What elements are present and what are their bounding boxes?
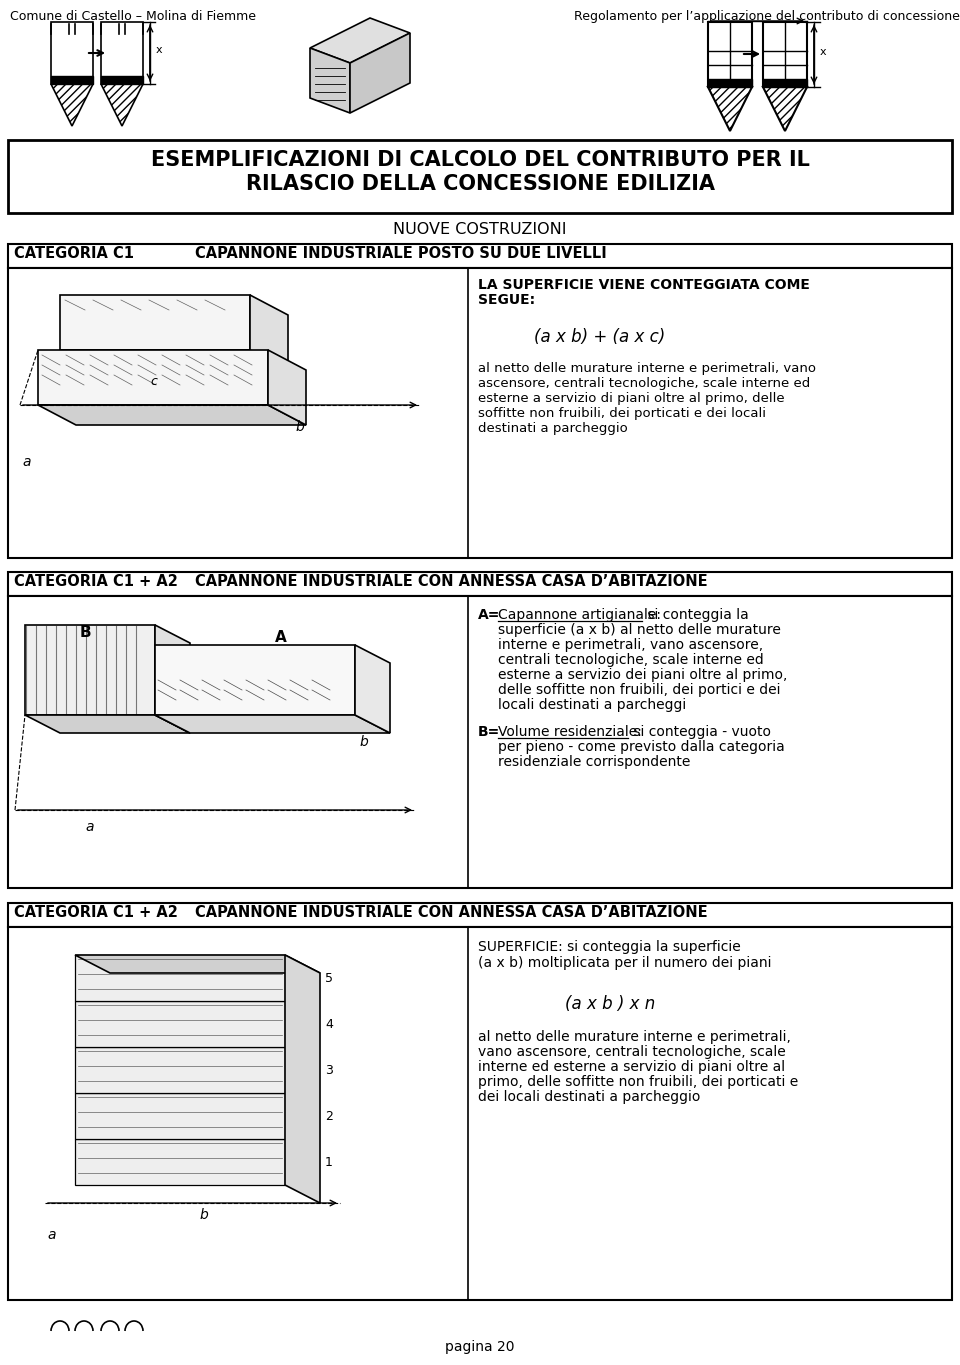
Text: 4: 4	[325, 1018, 333, 1031]
Text: B=: B=	[478, 725, 500, 738]
Text: superficie (a x b) al netto delle murature: superficie (a x b) al netto delle muratu…	[498, 622, 780, 637]
Text: destinati a parcheggio: destinati a parcheggio	[478, 422, 628, 435]
Text: (a x b) + (a x c): (a x b) + (a x c)	[535, 328, 665, 345]
Text: a: a	[85, 820, 93, 834]
Polygon shape	[155, 625, 190, 733]
Polygon shape	[8, 904, 952, 927]
Text: CATEGORIA C1 + A2: CATEGORIA C1 + A2	[14, 905, 178, 920]
Text: al netto delle murature interne e perimetrali,: al netto delle murature interne e perime…	[478, 1031, 791, 1044]
Polygon shape	[60, 295, 250, 349]
Polygon shape	[310, 18, 410, 63]
Polygon shape	[8, 141, 952, 213]
Text: esterne a servizio di piani oltre al primo, delle: esterne a servizio di piani oltre al pri…	[478, 392, 784, 405]
Polygon shape	[75, 955, 320, 973]
Text: SUPERFICIE: si conteggia la superficie: SUPERFICIE: si conteggia la superficie	[478, 940, 741, 954]
Text: esterne a servizio dei piani oltre al primo,: esterne a servizio dei piani oltre al pr…	[498, 667, 787, 682]
Text: per pieno - come previsto dalla categoria: per pieno - come previsto dalla categori…	[498, 740, 784, 753]
Polygon shape	[75, 1138, 285, 1185]
Text: LA SUPERFICIE VIENE CONTEGGIATA COME: LA SUPERFICIE VIENE CONTEGGIATA COME	[478, 278, 810, 292]
Polygon shape	[763, 22, 807, 87]
Text: a: a	[47, 1228, 56, 1242]
Text: b: b	[360, 734, 369, 749]
Text: si conteggia la: si conteggia la	[643, 607, 749, 622]
Text: RILASCIO DELLA CONCESSIONE EDILIZIA: RILASCIO DELLA CONCESSIONE EDILIZIA	[246, 173, 714, 194]
Polygon shape	[8, 572, 952, 597]
Polygon shape	[350, 33, 410, 113]
Text: soffitte non fruibili, dei porticati e dei locali: soffitte non fruibili, dei porticati e d…	[478, 407, 766, 420]
Text: 1: 1	[325, 1156, 333, 1168]
Text: ESEMPLIFICAZIONI DI CALCOLO DEL CONTRIBUTO PER IL: ESEMPLIFICAZIONI DI CALCOLO DEL CONTRIBU…	[151, 150, 809, 171]
Polygon shape	[38, 405, 306, 425]
Polygon shape	[38, 349, 268, 405]
Polygon shape	[285, 955, 320, 1203]
Text: residenziale corrispondente: residenziale corrispondente	[498, 755, 690, 768]
Polygon shape	[101, 85, 143, 126]
Text: Comune di Castello – Molina di Fiemme: Comune di Castello – Molina di Fiemme	[10, 10, 256, 23]
Polygon shape	[8, 927, 952, 1299]
Text: 2: 2	[325, 1110, 333, 1123]
Text: dei locali destinati a parcheggio: dei locali destinati a parcheggio	[478, 1091, 701, 1104]
Text: a: a	[22, 455, 31, 470]
Text: vano ascensore, centrali tecnologiche, scale: vano ascensore, centrali tecnologiche, s…	[478, 1046, 785, 1059]
Text: ascensore, centrali tecnologiche, scale interne ed: ascensore, centrali tecnologiche, scale …	[478, 377, 810, 390]
Text: b: b	[200, 1208, 208, 1222]
Polygon shape	[763, 87, 807, 131]
Text: A: A	[275, 631, 287, 646]
Polygon shape	[51, 76, 93, 85]
Polygon shape	[310, 48, 350, 113]
Polygon shape	[51, 22, 93, 85]
Text: (a x b ) x n: (a x b ) x n	[564, 995, 655, 1013]
Text: (a x b) moltiplicata per il numero dei piani: (a x b) moltiplicata per il numero dei p…	[478, 955, 772, 971]
Text: x: x	[820, 46, 827, 57]
Text: CAPANNONE INDUSTRIALE POSTO SU DUE LIVELLI: CAPANNONE INDUSTRIALE POSTO SU DUE LIVEL…	[195, 246, 607, 261]
Polygon shape	[75, 1093, 285, 1138]
Text: delle soffitte non fruibili, dei portici e dei: delle soffitte non fruibili, dei portici…	[498, 682, 780, 698]
Text: interne ed esterne a servizio di piani oltre al: interne ed esterne a servizio di piani o…	[478, 1061, 785, 1074]
Polygon shape	[355, 646, 390, 733]
Text: centrali tecnologiche, scale interne ed: centrali tecnologiche, scale interne ed	[498, 652, 764, 667]
Text: interne e perimetrali, vano ascensore,: interne e perimetrali, vano ascensore,	[498, 637, 763, 652]
Polygon shape	[8, 597, 952, 889]
Polygon shape	[25, 625, 155, 715]
Text: NUOVE COSTRUZIONI: NUOVE COSTRUZIONI	[394, 222, 566, 238]
Text: CAPANNONE INDUSTRIALE CON ANNESSA CASA D’ABITAZIONE: CAPANNONE INDUSTRIALE CON ANNESSA CASA D…	[195, 575, 708, 590]
Polygon shape	[75, 1047, 285, 1093]
Text: locali destinati a parcheggi: locali destinati a parcheggi	[498, 698, 686, 713]
Polygon shape	[101, 76, 143, 85]
Polygon shape	[75, 955, 285, 1001]
Polygon shape	[101, 22, 143, 85]
Polygon shape	[8, 268, 952, 558]
Polygon shape	[155, 646, 355, 715]
Text: primo, delle soffitte non fruibili, dei porticati e: primo, delle soffitte non fruibili, dei …	[478, 1076, 799, 1089]
Polygon shape	[60, 349, 288, 370]
Text: 3: 3	[325, 1063, 333, 1077]
Text: A=: A=	[478, 607, 500, 622]
Text: B: B	[80, 625, 91, 640]
Polygon shape	[708, 87, 752, 131]
Text: CATEGORIA C1 + A2: CATEGORIA C1 + A2	[14, 575, 178, 590]
Text: al netto delle murature interne e perimetrali, vano: al netto delle murature interne e perime…	[478, 362, 816, 375]
Text: CAPANNONE INDUSTRIALE CON ANNESSA CASA D’ABITAZIONE: CAPANNONE INDUSTRIALE CON ANNESSA CASA D…	[195, 905, 708, 920]
Text: Regolamento per l’applicazione del contributo di concessione: Regolamento per l’applicazione del contr…	[574, 10, 960, 23]
Text: x: x	[156, 45, 162, 55]
Polygon shape	[8, 244, 952, 268]
Text: Capannone artigianale:: Capannone artigianale:	[498, 607, 661, 622]
Polygon shape	[268, 349, 306, 425]
Text: c: c	[150, 375, 156, 388]
Polygon shape	[250, 295, 288, 370]
Text: 5: 5	[325, 972, 333, 986]
Text: pagina 20: pagina 20	[445, 1340, 515, 1354]
Text: si conteggia - vuoto: si conteggia - vuoto	[629, 725, 771, 738]
Polygon shape	[51, 85, 93, 126]
Text: b: b	[295, 420, 303, 434]
Text: Volume residenziale:: Volume residenziale:	[498, 725, 642, 738]
Polygon shape	[155, 715, 390, 733]
Polygon shape	[25, 715, 190, 733]
Polygon shape	[708, 22, 752, 87]
Polygon shape	[75, 1001, 285, 1047]
Text: SEGUE:: SEGUE:	[478, 293, 535, 307]
Polygon shape	[763, 79, 807, 87]
Polygon shape	[708, 79, 752, 87]
Text: CATEGORIA C1: CATEGORIA C1	[14, 246, 134, 261]
